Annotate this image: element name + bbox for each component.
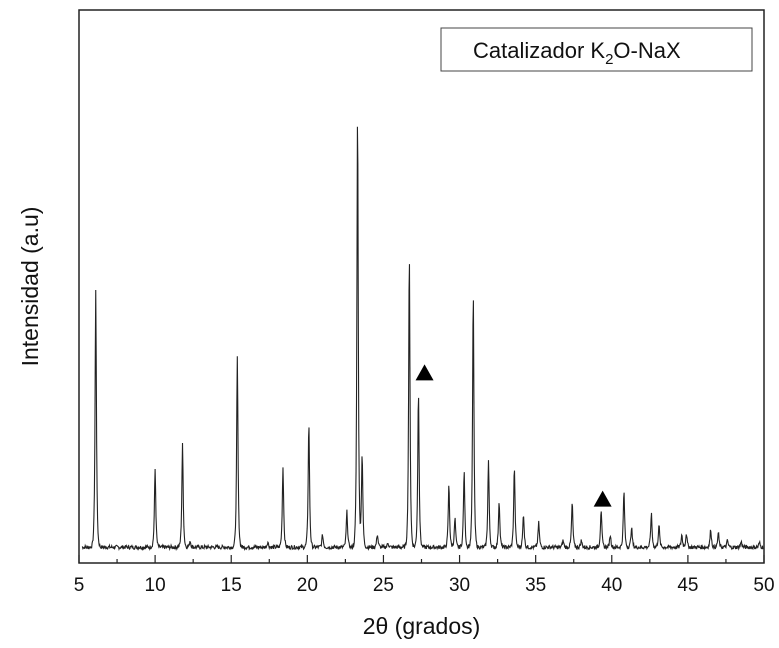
legend-text-prefix: Catalizador K — [473, 38, 605, 63]
x-tick-label: 35 — [525, 575, 546, 596]
diffraction-pattern-line — [81, 126, 764, 552]
legend-text: Catalizador K2O-NaX — [473, 38, 681, 68]
x-axis-title: 2θ (grados) — [363, 613, 481, 639]
x-axis-tick-labels: 5 10 15 20 25 30 35 40 45 50 — [74, 575, 775, 596]
legend: Catalizador K2O-NaX — [440, 27, 753, 72]
triangle-marker — [593, 490, 612, 507]
x-tick-label: 40 — [601, 575, 622, 596]
x-tick-label: 50 — [753, 575, 774, 596]
x-tick-label: 45 — [677, 575, 698, 596]
x-tick-label: 5 — [74, 575, 85, 596]
legend-text-subscript: 2 — [605, 51, 613, 68]
phase-markers — [415, 364, 612, 507]
x-axis-ticks — [78, 555, 765, 563]
legend-box — [440, 27, 753, 72]
x-tick-label: 20 — [297, 575, 318, 596]
x-tick-label: 15 — [221, 575, 242, 596]
triangle-marker — [415, 364, 434, 381]
x-tick-label: 25 — [373, 575, 394, 596]
x-tick-label: 30 — [449, 575, 470, 596]
legend-text-suffix: O-NaX — [613, 38, 681, 63]
y-axis-title: Intensidad (a.u) — [17, 207, 43, 367]
x-tick-label: 10 — [145, 575, 166, 596]
